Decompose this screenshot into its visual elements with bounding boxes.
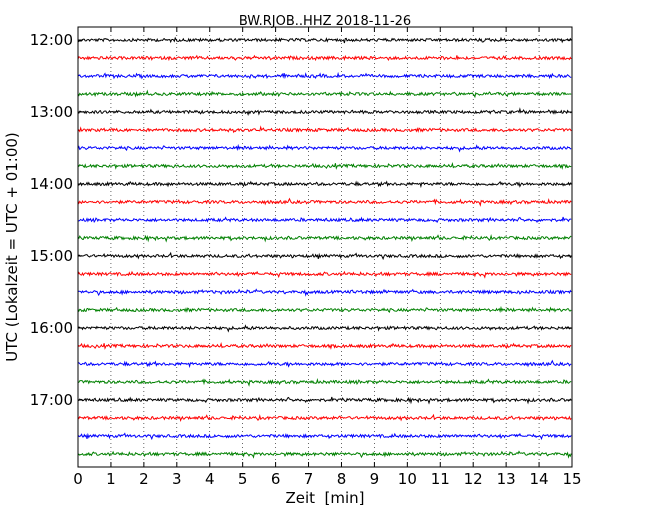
- trace-1630: [77, 359, 572, 369]
- trace-1415: [77, 197, 572, 207]
- x-tick-label: 10: [398, 470, 417, 488]
- trace-1745: [77, 450, 572, 459]
- trace-1700: [77, 396, 572, 405]
- trace-1300: [77, 107, 572, 117]
- x-tick-label: 12: [464, 470, 483, 488]
- trace-1330: [77, 143, 572, 153]
- x-tick-label: 0: [73, 470, 83, 488]
- trace-1345: [77, 161, 572, 170]
- x-tick-labels: 0 1 2 3 4 5 6 7 8 9 10 11 12 13 14 15: [73, 470, 581, 488]
- x-tick-label: 3: [172, 470, 182, 488]
- x-tick-label: 13: [497, 470, 516, 488]
- x-tick-label: 6: [271, 470, 281, 488]
- grid-lines: [110, 27, 540, 467]
- trace-1400: [77, 180, 572, 189]
- x-tick-label: 5: [238, 470, 248, 488]
- trace-1615: [77, 341, 572, 350]
- trace-1430: [77, 216, 572, 224]
- chart-title: BW.RJOB..HHZ 2018-11-26: [239, 14, 411, 29]
- plot-frame: [77, 26, 573, 468]
- trace-1500: [77, 251, 572, 261]
- x-tick-label: 2: [139, 470, 149, 488]
- x-tick-label: 14: [530, 470, 549, 488]
- trace-1645: [77, 377, 572, 387]
- x-tick-label: 8: [337, 470, 347, 488]
- x-axis-label: Zeit [min]: [285, 489, 364, 507]
- x-tick-label: 4: [205, 470, 215, 488]
- x-tick-label: 1: [106, 470, 116, 488]
- trace-1545: [77, 305, 572, 314]
- y-tick-label: 15:00: [30, 247, 73, 265]
- trace-1730: [77, 432, 572, 441]
- y-tick-labels: 12:00 13:00 14:00 15:00 16:00 17:00: [30, 31, 73, 409]
- trace-1445: [77, 234, 572, 243]
- y-tick-label: 13:00: [30, 103, 73, 121]
- y-tick-label: 14:00: [30, 175, 73, 193]
- trace-1530: [77, 288, 572, 297]
- y-tick-label: 12:00: [30, 31, 73, 49]
- x-tick-label: 9: [370, 470, 380, 488]
- x-tick-label: 7: [304, 470, 314, 488]
- x-tick-label: 11: [431, 470, 450, 488]
- trace-1200: [77, 36, 572, 44]
- x-tick-label: 15: [562, 470, 581, 488]
- trace-1215: [77, 54, 572, 62]
- trace-1230: [77, 71, 572, 80]
- trace-lines: [77, 36, 572, 459]
- y-tick-label: 16:00: [30, 319, 73, 337]
- trace-1515: [77, 270, 572, 279]
- y-tick-label: 17:00: [30, 391, 73, 409]
- trace-1245: [77, 89, 572, 99]
- y-axis-label: UTC (Lokalzeit = UTC + 01:00): [3, 132, 21, 362]
- trace-1315: [77, 125, 572, 134]
- trace-1600: [77, 324, 572, 333]
- trace-1715: [77, 413, 572, 423]
- axis-ticks: [77, 27, 573, 467]
